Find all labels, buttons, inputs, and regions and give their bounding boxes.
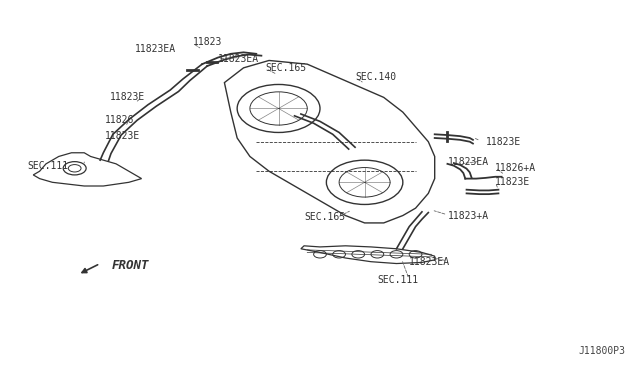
Text: 11823E: 11823E — [105, 131, 141, 141]
Text: 11823EA: 11823EA — [447, 157, 488, 167]
Text: 11823: 11823 — [193, 37, 222, 47]
Text: FRONT: FRONT — [111, 259, 149, 272]
Text: SEC.165: SEC.165 — [266, 63, 307, 73]
Text: 11823EA: 11823EA — [218, 54, 259, 64]
Text: 11823E: 11823E — [486, 137, 521, 147]
Text: 11823E: 11823E — [495, 177, 531, 187]
Text: 11826: 11826 — [105, 115, 134, 125]
Text: 11823+A: 11823+A — [447, 211, 488, 221]
Text: SEC.140: SEC.140 — [355, 72, 396, 82]
Text: J11800P3: J11800P3 — [579, 346, 626, 356]
Text: 11826+A: 11826+A — [495, 163, 536, 173]
Text: SEC.111: SEC.111 — [378, 275, 419, 285]
Text: SEC.111: SEC.111 — [27, 161, 68, 171]
Text: SEC.165: SEC.165 — [304, 212, 345, 222]
Text: 11823EA: 11823EA — [409, 257, 451, 267]
Text: 11823EA: 11823EA — [135, 44, 177, 54]
Text: 11823E: 11823E — [109, 92, 145, 102]
